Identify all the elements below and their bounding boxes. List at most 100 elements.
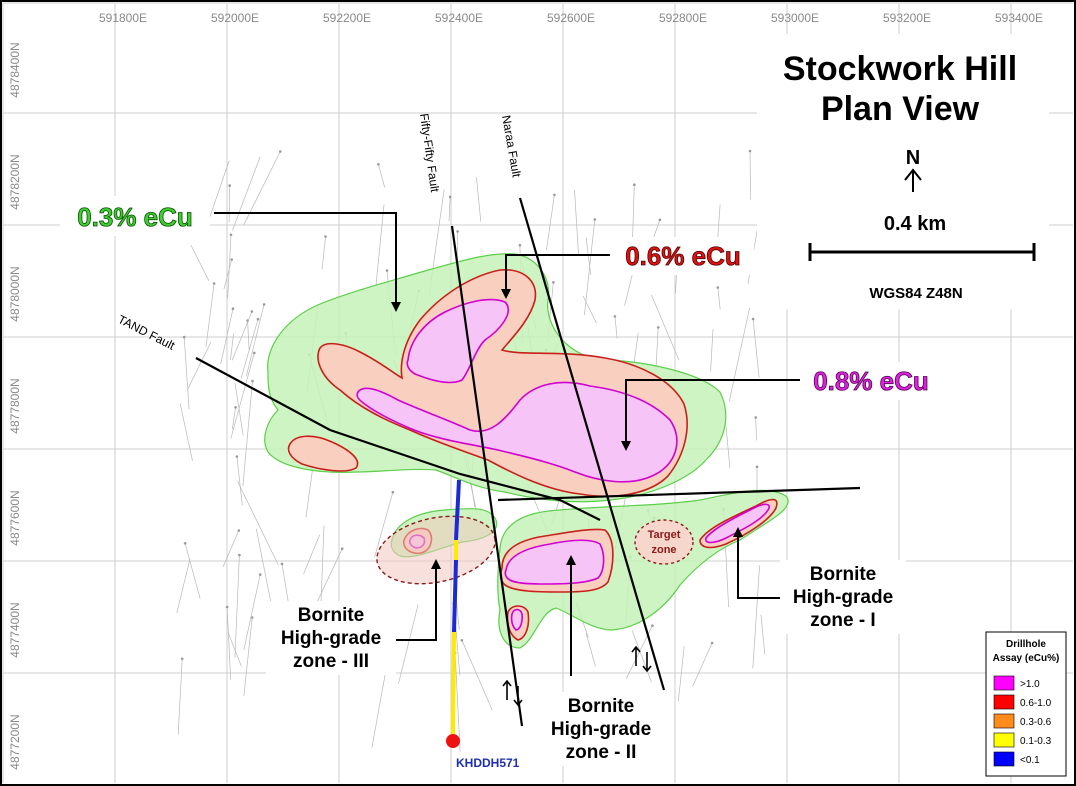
legend-swatch (993, 751, 1015, 767)
drillhole-trace (240, 319, 259, 379)
drillhole-collar-dot (633, 183, 636, 186)
north-arrow-icon (904, 168, 922, 192)
drillhole-trace (237, 481, 279, 566)
drillhole-trace (245, 304, 265, 377)
drillhole-trace (184, 543, 201, 599)
zone3-label-line1: Bornite (298, 605, 365, 626)
drillhole-collar-dot (212, 282, 216, 285)
drillhole-collar-dot (460, 639, 464, 642)
northing-tick-labels: 4878400N 4878200N 4878000N 4877800N 4877600N… (8, 42, 22, 769)
drillhole-khddh571-label: KHDDH571 (456, 756, 520, 770)
drillhole-collar-dot (651, 624, 654, 627)
drillhole-collar-dot (658, 218, 662, 222)
drillhole-collar-dot (180, 657, 184, 661)
drillhole-trace (454, 652, 461, 753)
zone2-label-line2: High-grade (551, 719, 651, 740)
drillhole-trace (582, 295, 597, 324)
drillhole-collar-dot (656, 326, 660, 329)
drillhole-collar-dot (229, 233, 233, 237)
zone2-label-line3: zone - II (566, 742, 637, 763)
legend-swatch (993, 713, 1015, 729)
easting-tick-label: 592200E (323, 11, 371, 25)
drillhole-trace (177, 658, 183, 735)
drillhole-trace (760, 614, 766, 655)
drillhole-collar-dot (716, 286, 720, 289)
drillhole-collar-dot (448, 195, 452, 199)
drillhole-collar-dot (552, 281, 555, 284)
fifty-fifty-fault-line (450, 225, 524, 727)
drillhole-trace (710, 329, 714, 372)
drillhole-trace (243, 617, 253, 696)
legend-items: >1.0 0.6-1.0 0.3-0.6 0.1-0.3 <0.1 (993, 675, 1052, 767)
drillhole-trace (677, 645, 685, 702)
drillhole-trace (176, 558, 191, 614)
legend-item-label: >1.0 (1020, 679, 1040, 690)
drillhole-collar-dot (518, 243, 522, 247)
map-title-line2: Plan View (821, 90, 980, 128)
drillhole-collar-dot (279, 150, 282, 153)
drillhole-trace (242, 380, 253, 486)
drillhole-collar-dot (256, 317, 260, 321)
northing-tick-label: 4877800N (8, 378, 22, 433)
drillhole-trace (320, 525, 325, 603)
high-grade-shell-zone2-south (510, 608, 523, 631)
drillhole-khddh571-trace-yellow-b (451, 631, 456, 736)
drillhole-collar-dot (456, 230, 459, 233)
mid-grade-shell-west (287, 435, 359, 472)
map-title-line1: Stockwork Hill (783, 50, 1017, 88)
easting-tick-label: 592800E (659, 11, 707, 25)
legend-item-label: 0.3-0.6 (1020, 717, 1052, 728)
drillhole-trace (448, 196, 451, 222)
zone3-label-box (266, 601, 396, 675)
zone3-label-line2: High-grade (281, 628, 381, 649)
assay-legend: Drillhole Assay (eCu%) >1.0 0.6-1.0 0.3-0.… (985, 631, 1067, 777)
drillhole-collar-dot (251, 379, 254, 383)
drillhole-trace (236, 456, 243, 506)
drillhole-trace (179, 403, 193, 462)
northing-tick-label: 4878400N (8, 42, 22, 97)
drillhole-collar-icon (446, 734, 460, 748)
drillhole-collar-dot (238, 553, 241, 557)
drillhole-collar-dot (593, 218, 597, 221)
drillhole-khddh571-trace-blue-top (454, 479, 461, 541)
drillhole-trace (632, 184, 635, 241)
drillhole-collar-dot (613, 315, 617, 318)
drillhole-trace (651, 294, 680, 361)
callout-arrow-mid-grade (501, 254, 610, 299)
legend-title-line2: Assay (eCu%) (993, 653, 1060, 664)
northing-tick-label: 4878200N (8, 154, 22, 209)
drillhole-collar-dot (755, 465, 759, 469)
drillhole-collar-dot (385, 269, 389, 272)
drillhole-trace (585, 633, 596, 667)
northing-tick-label: 4877400N (8, 602, 22, 657)
drillhole-trace (752, 565, 760, 669)
drillhole-trace (398, 604, 419, 684)
drillhole-trace (303, 534, 321, 575)
target-zone-label-line2: zone (651, 544, 676, 556)
drillhole-collar-dot (748, 149, 752, 153)
drillhole-collar-dot (754, 416, 757, 419)
easting-tick-label: 593400E (995, 11, 1043, 25)
drillhole-trace (378, 164, 386, 188)
drillhole-trace (584, 219, 596, 316)
drillhole-trace (227, 631, 242, 667)
drillhole-collar-dot (234, 406, 237, 409)
easting-tick-label: 592000E (211, 11, 259, 25)
mid-grade-label-box (612, 237, 754, 275)
drillhole-trace (228, 185, 231, 223)
drillhole-collar-dot (324, 235, 327, 238)
target-zone-outline (634, 519, 694, 565)
drillhole-khddh571-trace-blue-mid (452, 559, 458, 633)
northing-tick-label: 4878000N (8, 266, 22, 321)
crs-label: WGS84 Z48N (869, 285, 962, 302)
easting-tick-labels: 591800E 592000E 592200E 592400E 592600E 59280… (99, 11, 1043, 25)
drillhole-collar-dot (228, 184, 231, 187)
drillhole-trace (243, 574, 261, 651)
drillhole-trace (585, 237, 592, 275)
title-panel (757, 34, 1049, 309)
zone1-label-line1: Bornite (810, 564, 877, 585)
scale-bar (808, 243, 1036, 261)
high-grade-shell-zone1 (704, 503, 770, 544)
northing-tick-label: 4877200N (8, 714, 22, 769)
